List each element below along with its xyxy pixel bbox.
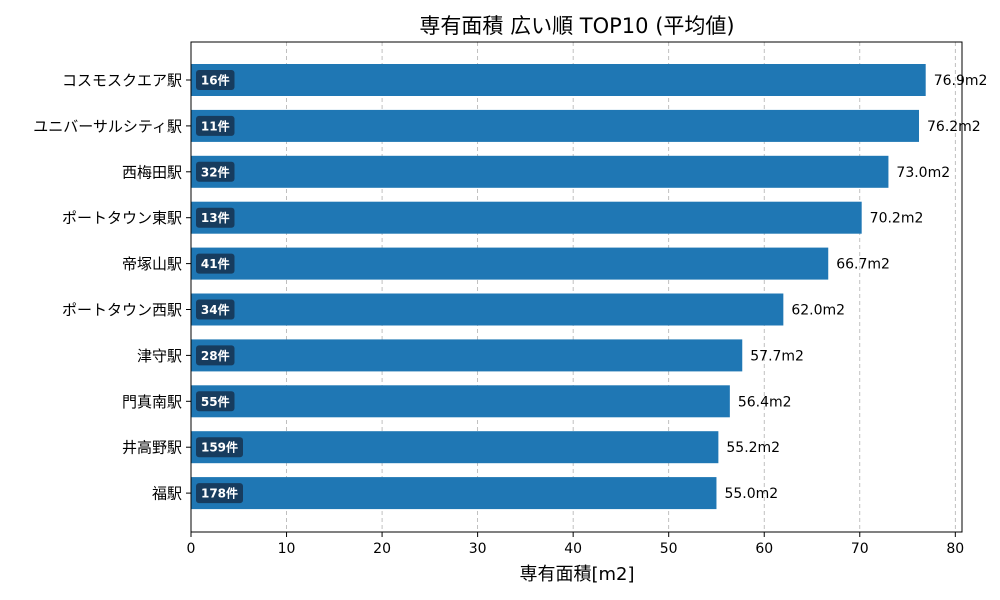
category-label: 門真南駅	[122, 393, 182, 411]
count-label: 32件	[201, 164, 230, 179]
bar	[191, 64, 926, 96]
bar	[191, 247, 829, 280]
bar	[191, 385, 730, 418]
x-tick-label: 80	[946, 541, 964, 557]
value-label: 66.7m2	[836, 257, 890, 273]
x-tick-label: 60	[755, 541, 773, 557]
count-badge	[196, 161, 235, 182]
category-label: コスモスクエア駅	[62, 72, 182, 90]
x-tick-label: 0	[187, 541, 196, 557]
count-badge	[196, 483, 243, 504]
count-badge	[196, 299, 235, 320]
bar	[191, 293, 784, 326]
value-label: 55.2m2	[726, 440, 780, 456]
x-tick-label: 40	[564, 541, 582, 557]
count-label: 11件	[201, 118, 230, 133]
count-badge	[196, 115, 235, 136]
x-axis-label: 専有面積[m2]	[519, 564, 634, 585]
value-label: 70.2m2	[870, 211, 924, 227]
category-label: 井高野駅	[122, 439, 182, 457]
count-label: 16件	[201, 73, 230, 88]
count-label: 159件	[201, 440, 238, 455]
category-label: ユニバーサルシティ駅	[33, 117, 182, 135]
count-badge	[196, 70, 235, 90]
bars: 16件 76.9m2 11件 76.2m2 32件 73.0m2 13件 70.2m2 41件 6…	[191, 64, 988, 510]
category-label: ポートタウン東駅	[62, 209, 182, 227]
count-label: 13件	[201, 210, 230, 225]
count-badge	[196, 437, 243, 458]
count-label: 28件	[201, 348, 230, 363]
count-label: 34件	[201, 302, 230, 317]
x-tick-label: 20	[373, 541, 391, 557]
count-label: 55件	[201, 394, 230, 409]
bar	[191, 155, 889, 188]
value-label: 56.4m2	[738, 394, 792, 410]
bar	[191, 339, 743, 372]
chart-title: 専有面積 広い順 TOP10 (平均値)	[419, 14, 734, 38]
count-badge	[196, 345, 235, 366]
value-label: 73.0m2	[896, 165, 950, 181]
bar	[191, 477, 717, 510]
count-badge	[196, 253, 235, 274]
x-tick-label: 30	[469, 541, 487, 557]
count-badge	[196, 207, 235, 228]
x-axis-ticks: 0 10 20 30 40 50 60 70 80	[187, 532, 964, 557]
category-labels: コスモスクエア駅ユニバーサルシティ駅西梅田駅ポートタウン東駅帝塚山駅ポートタウン…	[33, 72, 191, 503]
x-tick-label: 50	[660, 541, 678, 557]
count-label: 41件	[201, 256, 230, 271]
value-label: 76.2m2	[927, 119, 981, 135]
bar	[191, 201, 862, 234]
category-label: 津守駅	[137, 347, 182, 365]
value-label: 57.7m2	[750, 348, 804, 364]
value-label: 62.0m2	[791, 303, 845, 319]
value-label: 76.9m2	[934, 73, 988, 89]
category-label: 西梅田駅	[122, 163, 182, 181]
bar	[191, 431, 719, 464]
count-label: 178件	[201, 486, 238, 501]
category-label: 帝塚山駅	[122, 255, 182, 273]
plot-frame	[190, 41, 963, 533]
x-tick-label: 70	[851, 541, 869, 557]
bar	[191, 109, 920, 142]
value-label: 55.0m2	[724, 486, 778, 502]
category-label: ポートタウン西駅	[62, 301, 182, 319]
count-badge	[196, 391, 235, 412]
x-tick-label: 10	[278, 541, 296, 557]
category-label: 福駅	[152, 485, 182, 503]
